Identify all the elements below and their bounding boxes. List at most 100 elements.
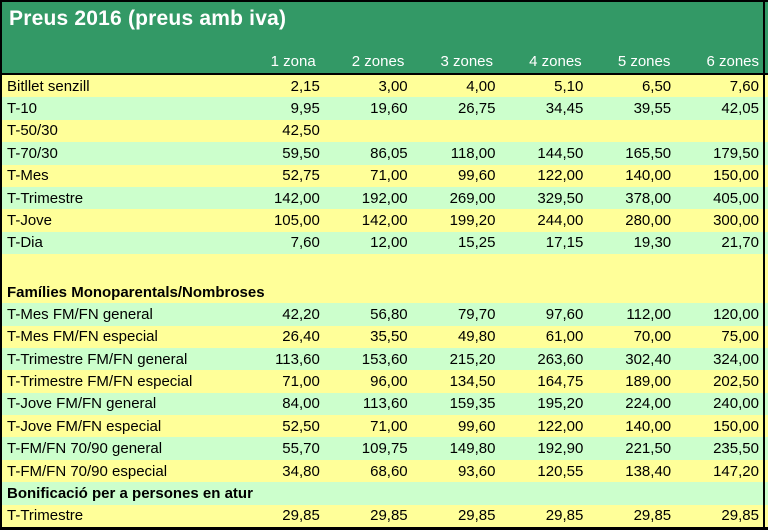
price-cell: 84,00: [282, 395, 320, 413]
price-cell: 7,60: [729, 77, 759, 95]
price-cell: 159,35: [449, 395, 496, 413]
price-cell: 144,50: [537, 144, 584, 162]
row-values: [241, 482, 768, 504]
price-cell: 12,00: [370, 234, 408, 252]
price-cell: 244,00: [537, 211, 584, 229]
row-label: Bitllet senzill: [7, 77, 90, 95]
table-row: T-Dia 7,60 12,00 15,25 17,15 19,30 21,70: [2, 231, 768, 254]
row-values: 7,60 12,00 15,25 17,15 19,30 21,70: [241, 232, 768, 254]
price-cell: 263,60: [537, 350, 584, 368]
price-cell: 29,85: [370, 507, 408, 525]
row-values: [241, 281, 768, 303]
row-values: 42,20 56,80 79,70 97,60 112,00 120,00: [241, 303, 768, 325]
column-header-3-zones: 3 zones: [440, 53, 494, 70]
table-row: Bonificació per a persones en atur: [2, 482, 768, 505]
price-cell: 280,00: [625, 211, 672, 229]
price-cell: 179,50: [713, 144, 759, 162]
price-cell: 150,00: [713, 167, 759, 185]
column-header-4-zones: 4 zones: [529, 53, 582, 70]
price-cell: 68,60: [370, 462, 408, 480]
price-cell: 15,25: [457, 234, 496, 252]
price-cell: 42,05: [721, 100, 759, 118]
table-row: T-Mes 52,75 71,00 99,60 122,00 140,00 150,00: [2, 164, 768, 187]
price-cell: 109,75: [361, 440, 408, 458]
price-cell: 70,00: [633, 328, 672, 346]
price-cell: 2,15: [290, 77, 320, 95]
price-cell: 86,05: [370, 144, 408, 162]
price-cell: 7,60: [290, 234, 320, 252]
price-cell: 153,60: [361, 350, 408, 368]
row-label: T-Trimestre: [7, 507, 84, 525]
price-cell: 29,85: [282, 507, 320, 525]
price-cell: 34,45: [545, 100, 584, 118]
price-cell: 93,60: [457, 462, 496, 480]
price-cell: 134,50: [449, 373, 496, 391]
price-cell: 195,20: [537, 395, 584, 413]
price-cell: 39,55: [633, 100, 672, 118]
price-cell: 9,95: [290, 100, 320, 118]
price-cell: 149,80: [449, 440, 496, 458]
price-cell: 138,40: [625, 462, 672, 480]
table-row: Famílies Monoparentals/Nombroses: [2, 280, 768, 304]
price-cell: 224,00: [625, 395, 672, 413]
price-cell: 142,00: [361, 211, 408, 229]
price-cell: 215,20: [449, 350, 496, 368]
price-cell: 120,55: [537, 462, 584, 480]
price-cell: 302,40: [625, 350, 672, 368]
row-label: T-Jove: [7, 211, 53, 229]
price-cell: 4,00: [466, 77, 496, 95]
price-cell: 189,00: [625, 373, 672, 391]
table-body: Bitllet senzill 2,15 3,00 4,00 5,10 6,50 7,60…: [2, 75, 768, 527]
price-cell: 29,85: [633, 507, 672, 525]
row-values: 84,00 113,60 159,35 195,20 224,00 240,00: [241, 393, 768, 415]
price-cell: 29,85: [721, 507, 759, 525]
price-cell: 112,00: [626, 305, 672, 323]
row-label: T-Jove FM/FN general: [7, 395, 157, 413]
row-values: 52,75 71,00 99,60 122,00 140,00 150,00: [241, 165, 768, 187]
row-label: T-Dia: [7, 234, 43, 252]
table-row: T-FM/FN 70/90 general 55,70 109,75 149,80 1…: [2, 437, 768, 460]
price-cell: 29,85: [545, 507, 584, 525]
row-label: Famílies Monoparentals/Nombroses: [7, 283, 265, 301]
price-cell: 105,00: [273, 211, 320, 229]
price-cell: 34,80: [282, 462, 320, 480]
row-label: T-FM/FN 70/90 especial: [7, 462, 168, 480]
price-cell: 42,20: [282, 305, 320, 323]
price-cell: 56,80: [370, 305, 408, 323]
price-cell: 300,00: [713, 211, 759, 229]
row-values: 142,00 192,00 269,00 329,50 378,00 405,00: [241, 187, 768, 209]
price-cell: 235,50: [713, 440, 759, 458]
row-label: T-Trimestre FM/FN general: [7, 350, 188, 368]
row-values: 105,00 142,00 199,20 244,00 280,00 300,00: [241, 209, 768, 231]
row-label: T-FM/FN 70/90 general: [7, 440, 163, 458]
price-cell: 55,70: [282, 440, 320, 458]
price-cell: 19,30: [633, 234, 672, 252]
table-row: [2, 254, 768, 281]
price-cell: 192,00: [361, 189, 408, 207]
table-row: T-Jove 105,00 142,00 199,20 244,00 280,00 300…: [2, 209, 768, 232]
price-cell: 324,00: [713, 350, 759, 368]
row-label: T-Trimestre: [7, 189, 84, 207]
price-cell: 122,00: [537, 417, 584, 435]
price-cell: 97,60: [545, 305, 584, 323]
row-values: 9,95 19,60 26,75 34,45 39,55 42,05: [241, 97, 768, 119]
price-cell: 118,00: [450, 144, 496, 162]
row-values: 34,80 68,60 93,60 120,55 138,40 147,20: [241, 460, 768, 482]
price-cell: 99,60: [457, 167, 496, 185]
column-header-1-zona: 1 zona: [270, 53, 316, 70]
row-values: 59,50 86,05 118,00 144,50 165,50 179,50: [241, 142, 768, 164]
table-row: T-Trimestre FM/FN especial 71,00 96,00 134…: [2, 370, 768, 393]
table-row: T-70/30 59,50 86,05 118,00 144,50 165,50 179,…: [2, 142, 768, 165]
page-title: Preus 2016 (preus amb iva): [9, 7, 287, 30]
row-values: 2,15 3,00 4,00 5,10 6,50 7,60: [241, 75, 768, 97]
price-cell: 113,60: [362, 395, 408, 413]
row-label: T-10: [7, 100, 38, 118]
price-cell: 75,00: [721, 328, 759, 346]
price-cell: 165,50: [625, 144, 672, 162]
price-cell: 21,70: [721, 234, 759, 252]
price-cell: 6,50: [641, 77, 672, 95]
row-values: [241, 254, 768, 281]
table-row: T-Trimestre 142,00 192,00 269,00 329,50 378,…: [2, 186, 768, 210]
row-label: Bonificació per a persones en atur: [7, 484, 253, 502]
